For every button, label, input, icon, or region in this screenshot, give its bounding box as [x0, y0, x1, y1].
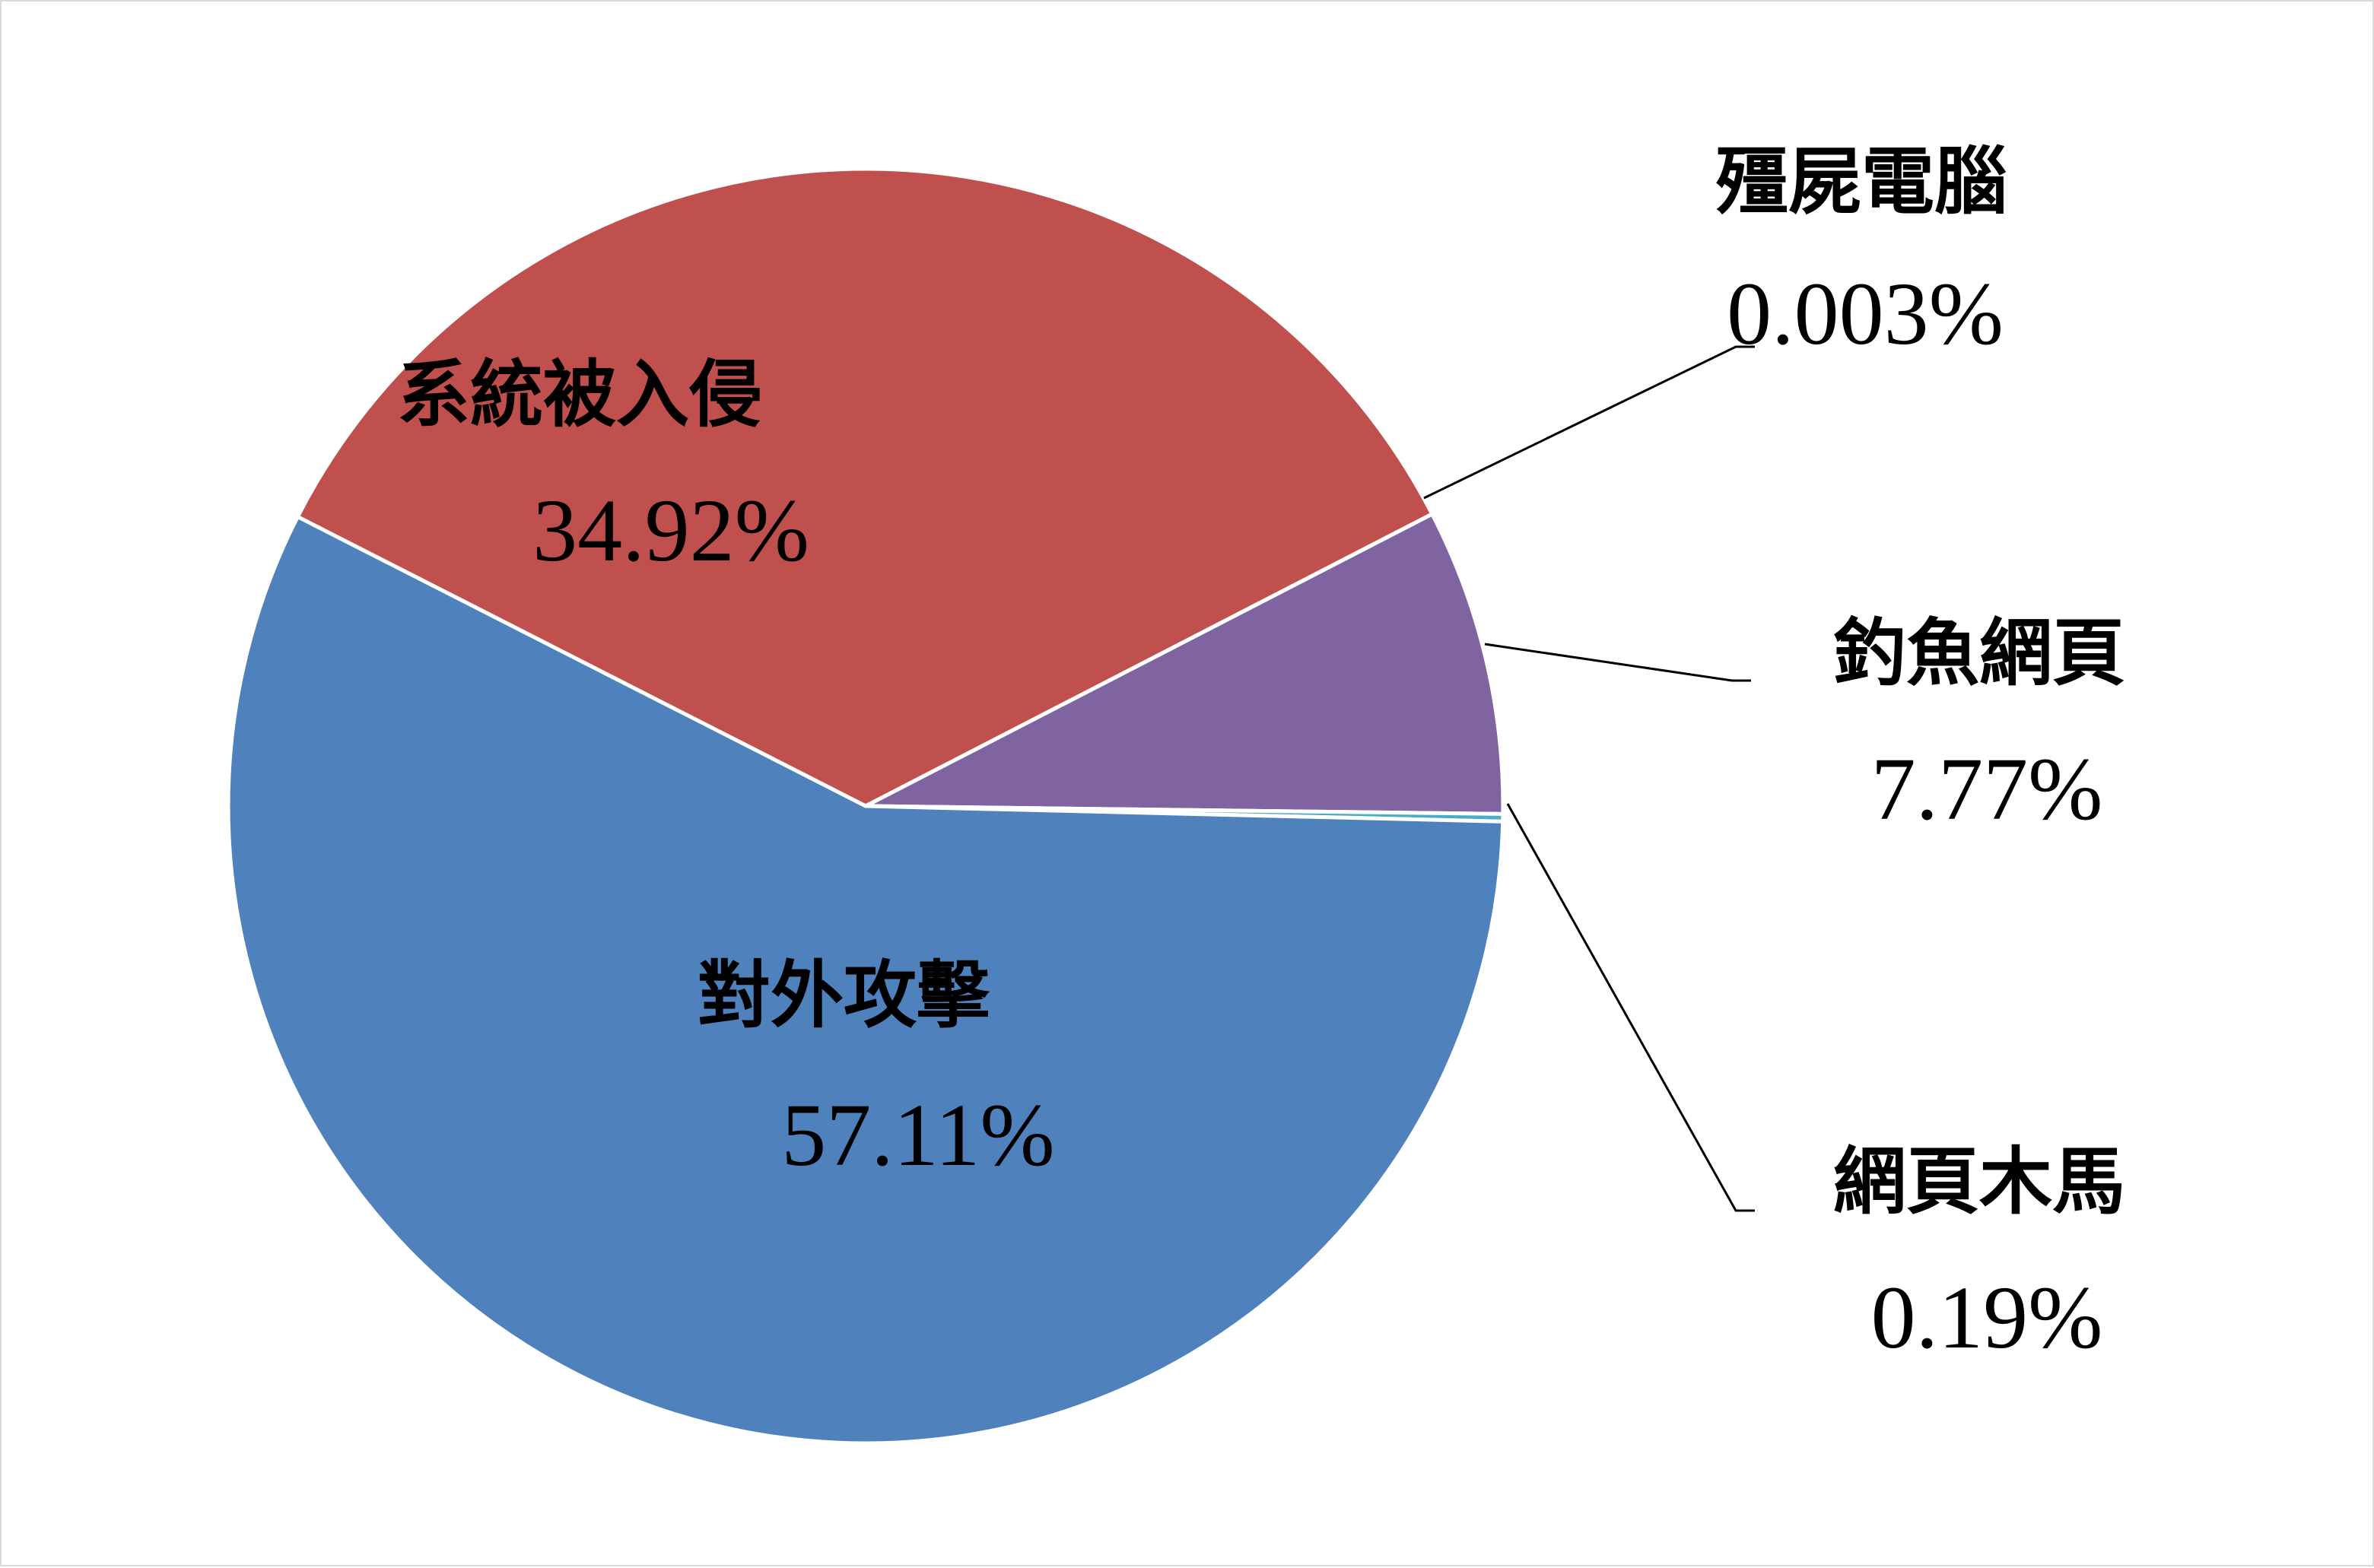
- slice-label-1: 系統被入侵: [397, 351, 762, 437]
- pie-slice-3: [863, 512, 1505, 816]
- slice-label-3: 釣魚網頁: [1833, 610, 2125, 696]
- slice-value-3: 7.77%: [1871, 739, 2103, 839]
- pie-slice-1: [295, 167, 1435, 808]
- leader-line-3: [1484, 643, 1751, 682]
- slice-label-5: 對外攻擊: [698, 952, 990, 1038]
- leader-line-2: [1423, 345, 1755, 500]
- slice-label-4: 網頁木馬: [1833, 1138, 2125, 1224]
- pie-slice-5: [226, 515, 1505, 1446]
- leader-lines: [1423, 345, 1755, 1212]
- leader-line-4: [1506, 803, 1755, 1212]
- slice-value-4: 0.19%: [1871, 1268, 2103, 1367]
- slice-labels: 系統被入侵 34.92% 殭屍電腦 0.003% 釣魚網頁 7.77% 網頁木馬 0.19% 對…: [397, 138, 2125, 1367]
- slice-value-5: 57.11%: [781, 1085, 1054, 1185]
- slice-value-2: 0.003%: [1727, 264, 2004, 363]
- slice-label-2: 殭屍電腦: [1715, 138, 2007, 224]
- pie-slices: [226, 167, 1505, 1446]
- slice-value-1: 34.92%: [532, 481, 809, 580]
